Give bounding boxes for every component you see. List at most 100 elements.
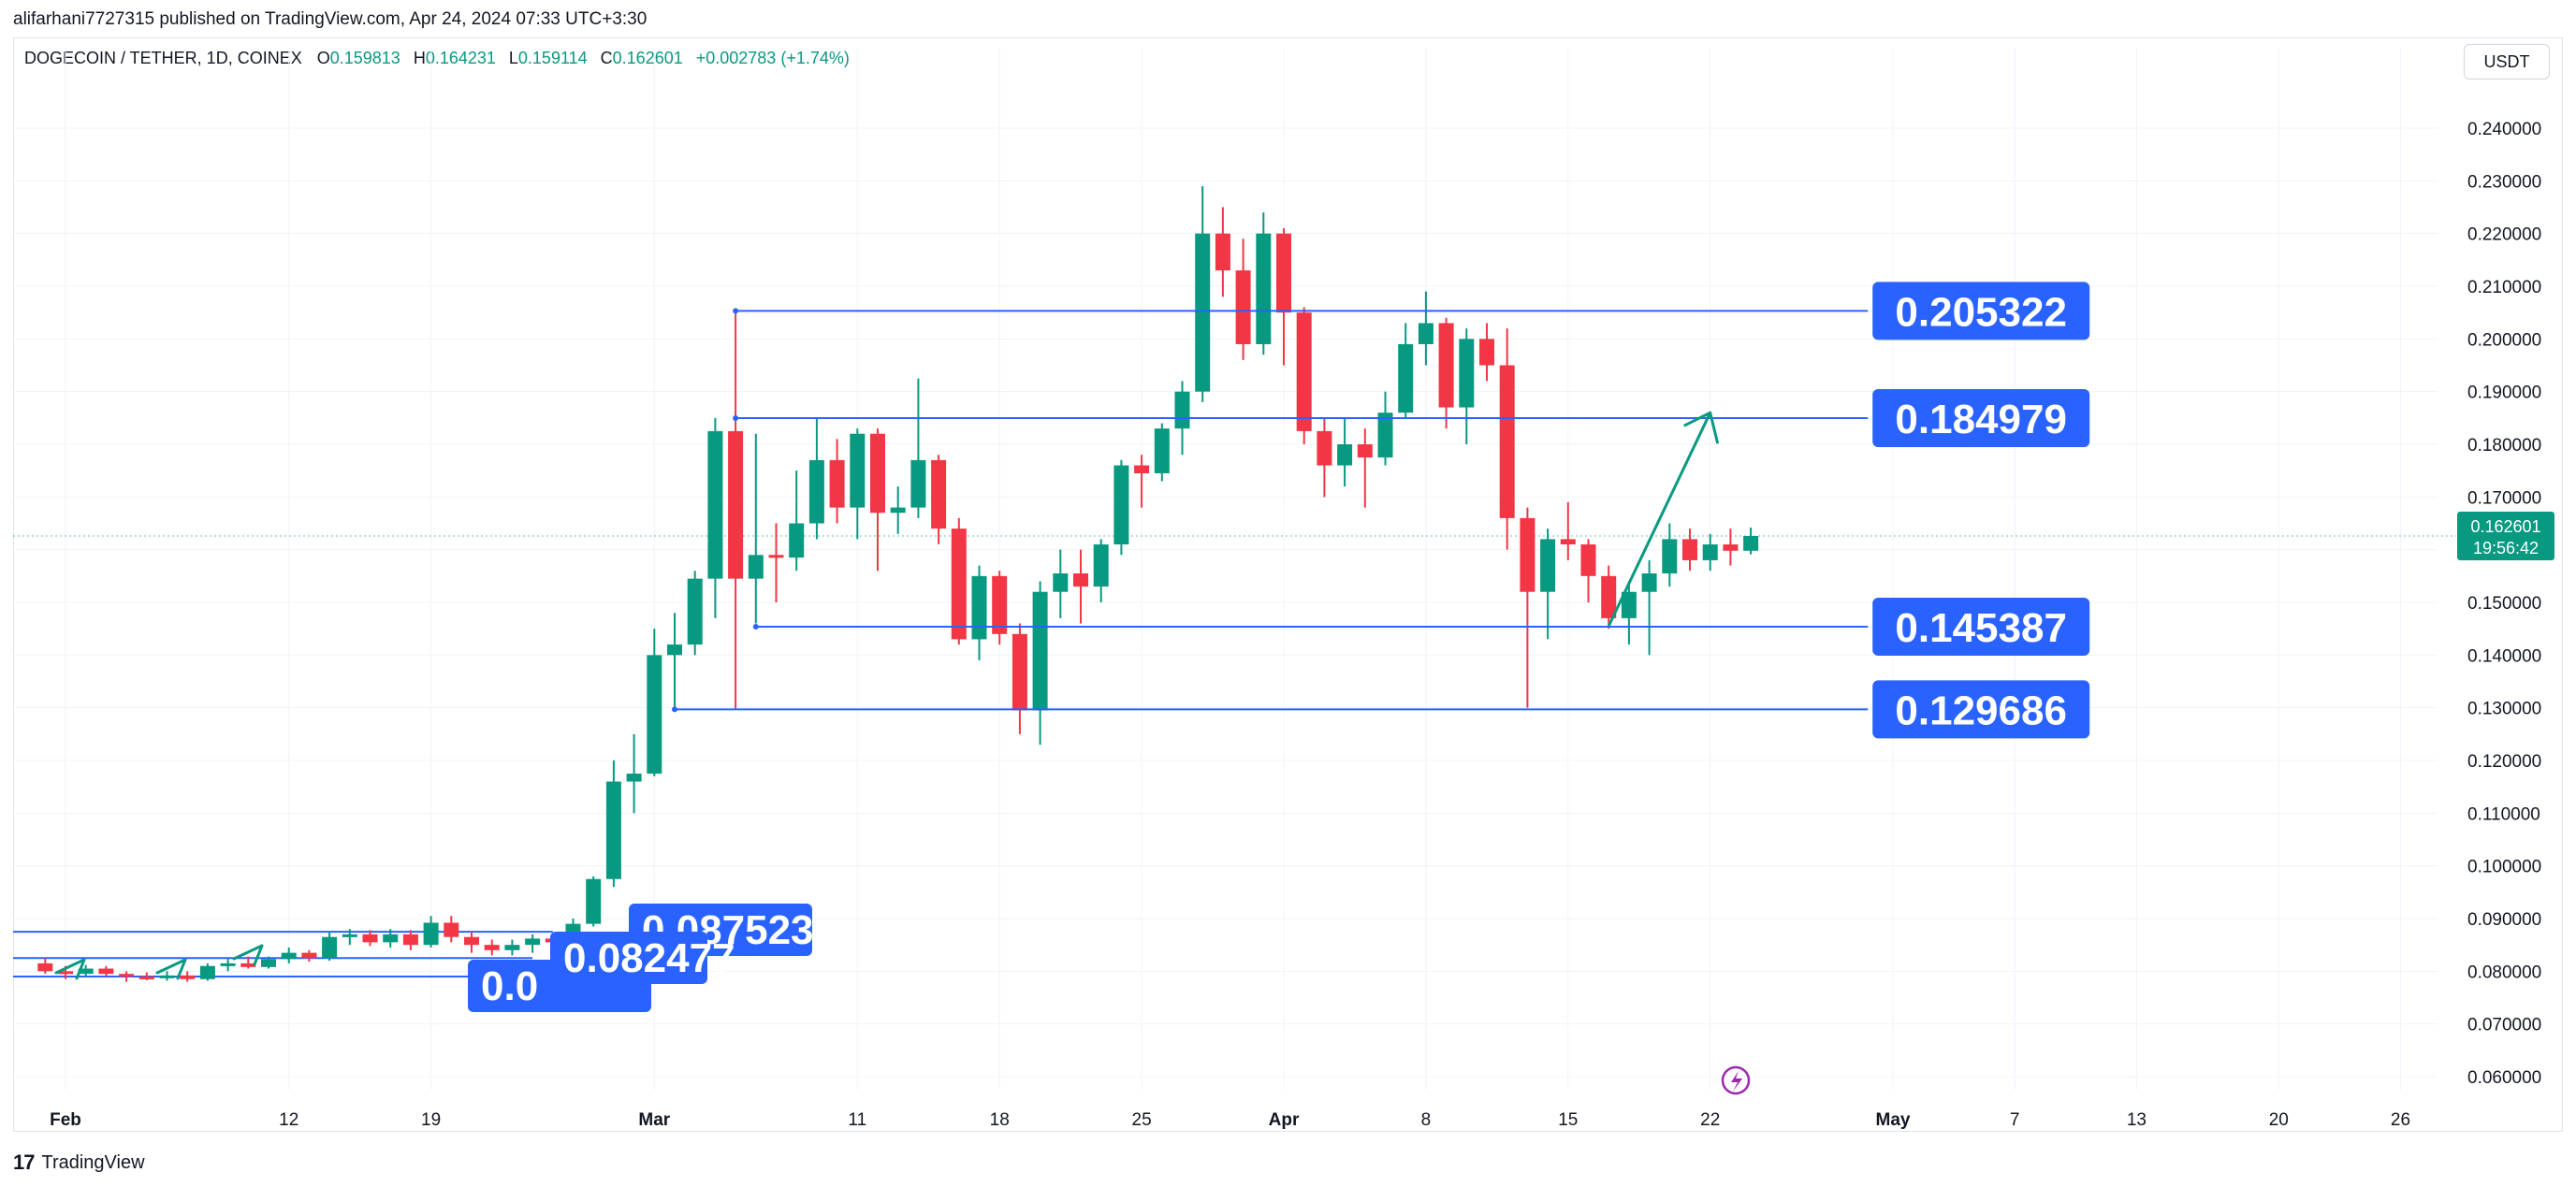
mini-arrow-mark — [155, 958, 187, 980]
x-tick-label: May — [1876, 1110, 1911, 1130]
change-value: +0.002783 (+1.74%) — [695, 49, 850, 67]
candle-body — [301, 952, 317, 959]
candle-body — [1093, 544, 1109, 587]
candle-body — [342, 934, 357, 937]
candle-body — [1113, 465, 1129, 545]
candle-body — [322, 936, 338, 959]
candle-body — [1195, 233, 1211, 392]
candle-body — [870, 433, 885, 514]
candle-body — [1743, 536, 1759, 551]
candle-body — [1317, 430, 1332, 466]
x-tick-label: Apr — [1269, 1110, 1300, 1130]
level-label-text: 0.145387 — [1895, 605, 2067, 651]
candle-body — [687, 578, 703, 645]
y-tick-label: 0.210000 — [2467, 278, 2541, 297]
candle-body — [402, 934, 418, 946]
y-tick-label: 0.230000 — [2467, 172, 2541, 192]
candle-body — [362, 934, 378, 943]
candle-body — [971, 575, 987, 640]
candle-body — [1296, 312, 1312, 431]
candle-body — [504, 945, 520, 950]
high-value: 0.164231 — [425, 49, 496, 67]
candle-body — [890, 507, 906, 514]
x-tick-label: Mar — [638, 1110, 670, 1130]
level-label-box — [1872, 597, 2090, 656]
level-anchor-point — [733, 414, 739, 421]
candle-body — [423, 922, 439, 946]
level-label-box — [1872, 388, 2090, 447]
x-tick-label: 19 — [421, 1110, 441, 1130]
x-tick-label: 18 — [990, 1110, 1010, 1130]
candle-body — [667, 644, 682, 656]
mini-arrow-mark — [54, 958, 86, 980]
y-tick-label: 0.220000 — [2467, 225, 2541, 245]
candle-body — [1174, 391, 1190, 429]
candle-body — [1641, 573, 1657, 592]
open-value: 0.159813 — [329, 49, 400, 67]
y-tick-label: 0.120000 — [2467, 752, 2541, 772]
candle-body — [261, 959, 276, 967]
currency-button[interactable]: USDT — [2464, 44, 2550, 80]
x-tick-label: 8 — [1421, 1110, 1432, 1130]
candle-body — [1499, 365, 1515, 518]
candle-body — [240, 963, 256, 967]
y-tick-label: 0.200000 — [2467, 330, 2541, 350]
level-label-text: 0.184979 — [1895, 397, 2067, 442]
candle-body — [1011, 633, 1027, 711]
candle-body — [78, 968, 94, 975]
candle-body — [931, 459, 947, 529]
mini-arrow-mark — [232, 944, 264, 966]
candle-body — [1154, 428, 1170, 473]
candle-body — [647, 655, 662, 774]
brand-name: TradingView — [41, 1151, 145, 1173]
candle-body — [586, 878, 602, 924]
candle-body — [1357, 444, 1373, 458]
candle-body — [1256, 233, 1272, 344]
open-label: O — [316, 49, 330, 67]
y-tick-label: 0.080000 — [2467, 963, 2541, 982]
candle-body — [1377, 413, 1393, 458]
y-tick-label: 0.180000 — [2467, 436, 2541, 456]
candle-body — [992, 575, 1008, 634]
candle-body — [138, 976, 154, 979]
candle-body — [1337, 444, 1353, 466]
footer-brand: ⁠17 TradingView — [13, 1151, 145, 1175]
x-tick-label: Feb — [50, 1110, 81, 1130]
candle-body — [1398, 343, 1414, 413]
candle-body — [1053, 573, 1069, 592]
level-label-box — [1872, 282, 2090, 340]
candle-body — [1459, 339, 1475, 408]
lower-level-label-text: 0.082477 — [563, 935, 735, 981]
lower-level-label-text: 0.0 — [481, 963, 538, 1009]
candle-body — [707, 430, 723, 579]
y-tick-label: 0.190000 — [2467, 384, 2541, 403]
candle-body — [1276, 233, 1291, 313]
y-tick-label: 0.170000 — [2467, 488, 2541, 508]
level-label-text: 0.205322 — [1895, 289, 2067, 335]
chart-frame — [13, 37, 2563, 1132]
level-anchor-point — [733, 308, 739, 314]
publisher-line: alifarhani7727315 published on TradingVi… — [13, 9, 648, 29]
y-tick-label: 0.140000 — [2467, 646, 2541, 666]
candle-body — [829, 459, 845, 508]
x-tick-label: 13 — [2127, 1110, 2147, 1130]
price-tag-countdown: 19:56:42 — [2473, 539, 2539, 557]
y-tick-label: 0.130000 — [2467, 700, 2541, 719]
x-tick-label: 25 — [1132, 1110, 1152, 1130]
candle-body — [1662, 539, 1678, 574]
candle-body — [1580, 544, 1596, 576]
level-label-box — [1872, 680, 2090, 739]
candle-body — [1418, 323, 1434, 344]
candle-body — [383, 934, 399, 943]
y-tick-label: 0.100000 — [2467, 858, 2541, 877]
low-value: 0.159114 — [517, 49, 588, 67]
candle-body — [37, 963, 53, 972]
candle-body — [444, 922, 459, 937]
symbol-name[interactable]: DOGECOIN / TETHER, 1D, COINEX — [24, 49, 302, 67]
candle-body — [119, 974, 135, 977]
candle-body — [910, 459, 926, 508]
projection-arrow-head — [1683, 411, 1720, 444]
level-anchor-point — [672, 706, 677, 713]
lightning-icon — [1721, 1065, 1751, 1095]
